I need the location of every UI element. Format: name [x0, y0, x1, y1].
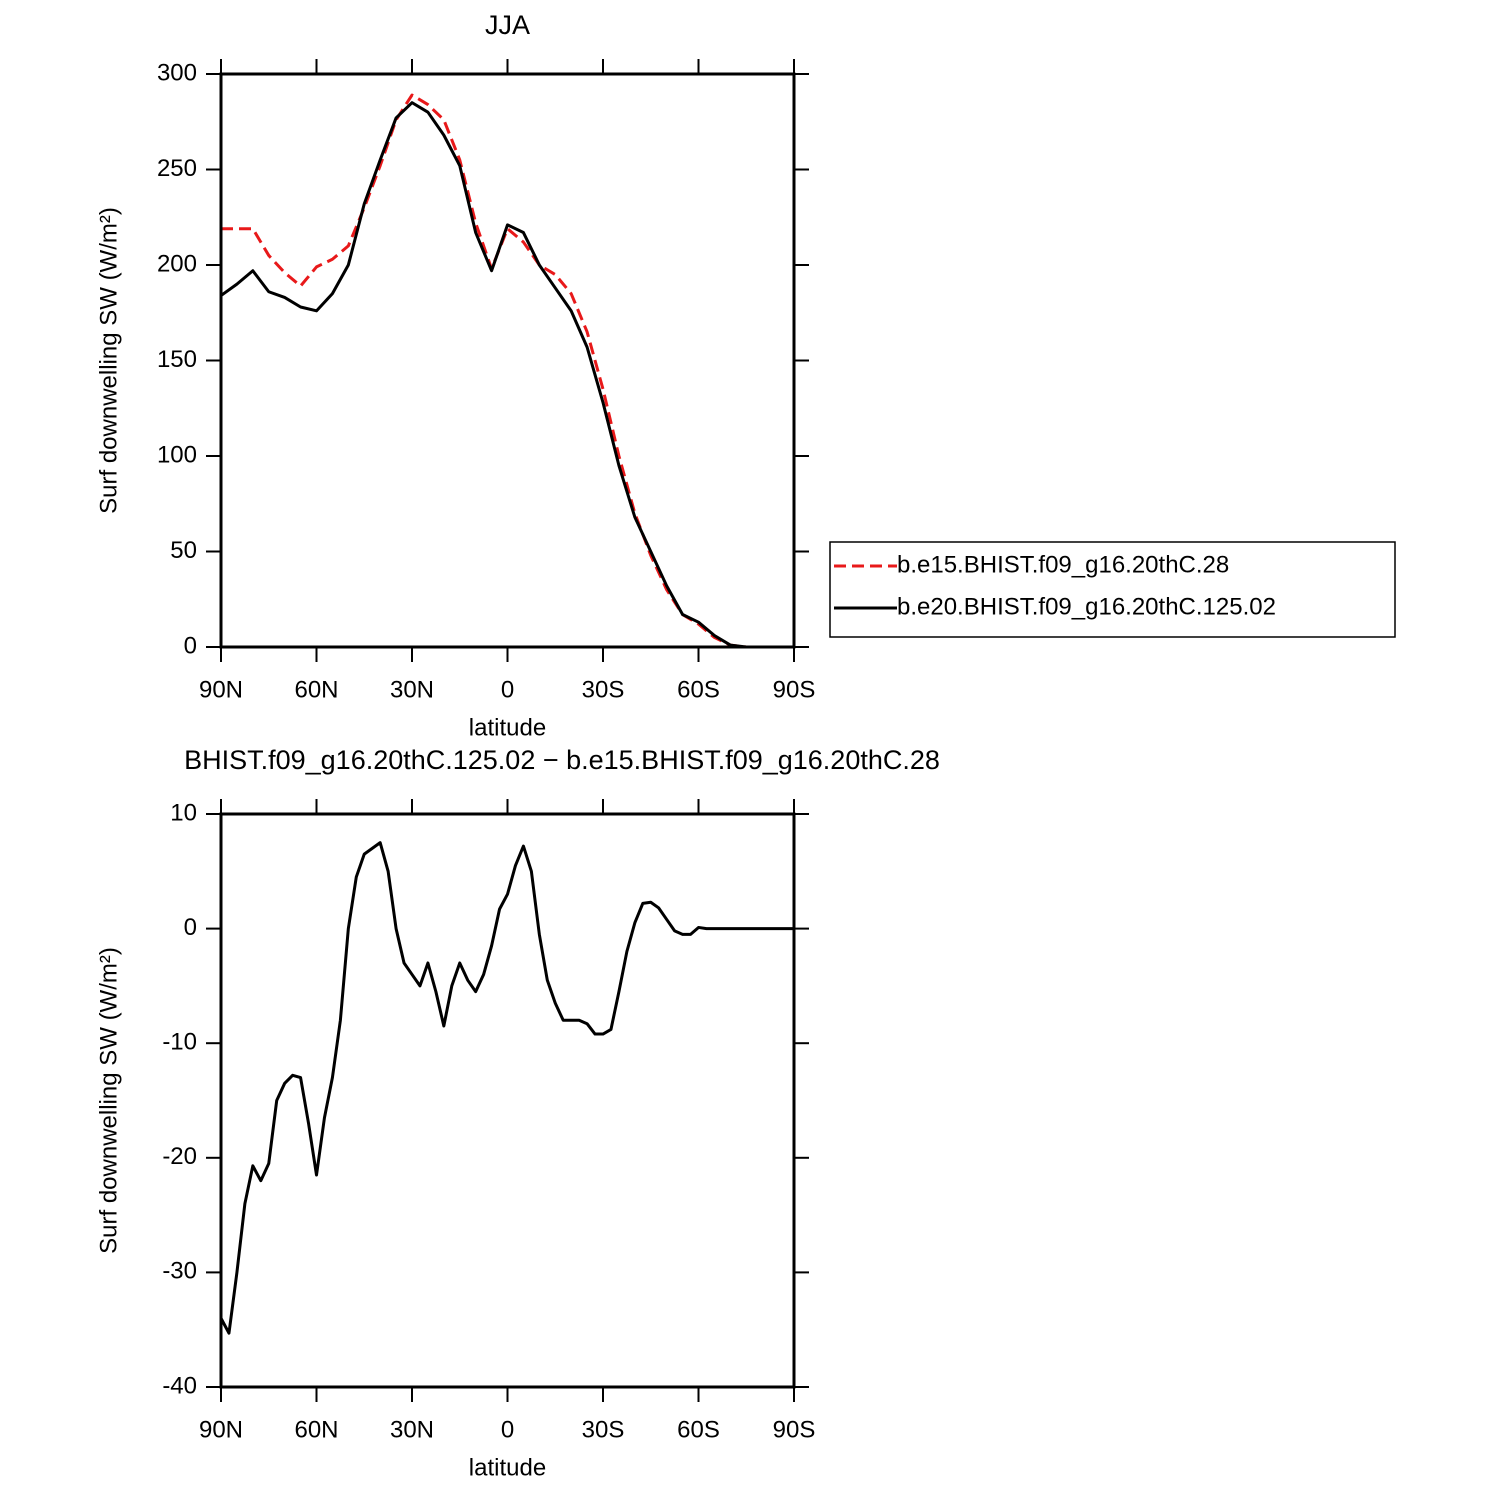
- data-line: [221, 93, 794, 649]
- y-tick-label: 0: [184, 632, 197, 659]
- y-tick-label: -10: [162, 1029, 197, 1056]
- x-tick-label: 90S: [773, 676, 816, 703]
- data-line: [220, 101, 794, 649]
- data-line: [219, 841, 794, 1335]
- x-axis-label: latitude: [469, 714, 546, 741]
- x-tick-label: 0: [501, 1416, 514, 1443]
- x-tick-label: 30N: [390, 676, 434, 703]
- x-tick-label: 30N: [390, 1416, 434, 1443]
- y-tick-label: -20: [162, 1143, 197, 1170]
- y-tick-label: 250: [157, 155, 197, 182]
- x-tick-label: 30S: [582, 676, 625, 703]
- x-tick-label: 60S: [677, 1416, 720, 1443]
- chart-title: JJA: [485, 10, 530, 40]
- x-tick-label: 60N: [294, 1416, 338, 1443]
- x-tick-label: 0: [501, 676, 514, 703]
- x-tick-label: 60S: [677, 676, 720, 703]
- y-tick-label: 150: [157, 346, 197, 373]
- y-axis-label: Surf downwelling SW (W/m²): [95, 207, 122, 514]
- legend-label: b.e20.BHIST.f09_g16.20thC.125.02: [897, 593, 1276, 620]
- y-tick-label: 10: [170, 799, 197, 826]
- y-axis-label: Surf downwelling SW (W/m²): [95, 947, 122, 1254]
- x-tick-label: 90N: [199, 676, 243, 703]
- plot-frame: [219, 72, 796, 649]
- y-tick-label: 100: [157, 441, 197, 468]
- x-tick-label: 90S: [773, 1416, 816, 1443]
- y-tick-label: 200: [157, 250, 197, 277]
- y-tick-label: 0: [184, 914, 197, 941]
- legend-box: [829, 541, 1396, 638]
- x-tick-label: 60N: [294, 676, 338, 703]
- y-tick-label: 300: [157, 59, 197, 86]
- x-tick-label: 90N: [199, 1416, 243, 1443]
- x-tick-label: 30S: [582, 1416, 625, 1443]
- y-tick-label: -30: [162, 1258, 197, 1285]
- x-axis-label: latitude: [469, 1454, 546, 1481]
- y-tick-label: -40: [162, 1372, 197, 1399]
- chart-title: BHIST.f09_g16.20thC.125.02 − b.e15.BHIST…: [184, 745, 940, 775]
- y-tick-label: 50: [170, 537, 197, 564]
- legend-label: b.e15.BHIST.f09_g16.20thC.28: [897, 551, 1229, 578]
- plot-frame: [219, 812, 796, 1389]
